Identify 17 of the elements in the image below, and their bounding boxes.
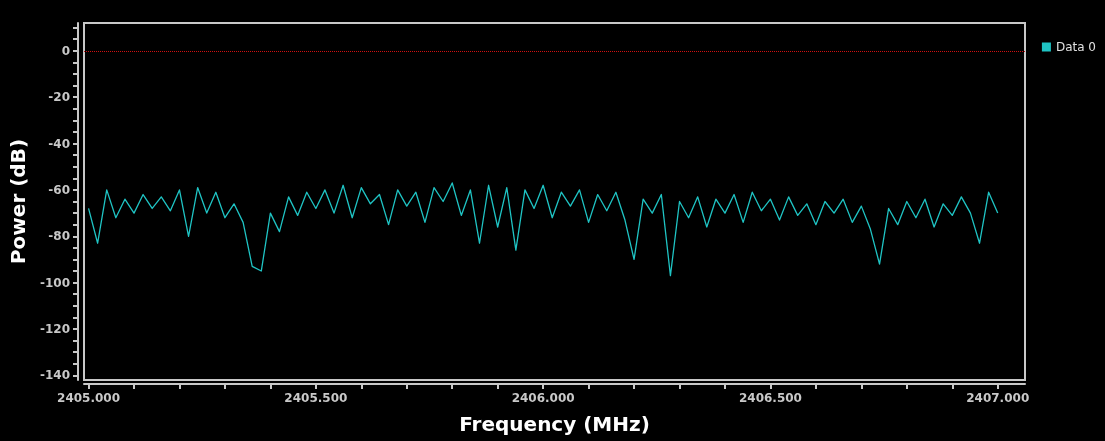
y-tick-label: -120 xyxy=(39,322,70,336)
y-axis-title: Power (dB) xyxy=(6,138,30,265)
x-tick-label: 2406.000 xyxy=(511,391,575,405)
legend-label: Data 0 xyxy=(1055,40,1097,54)
line-series xyxy=(87,182,999,277)
x-axis-title: Frequency (MHz) xyxy=(459,412,650,436)
y-tick-label: -140 xyxy=(39,368,70,383)
y-tick-label: -20 xyxy=(48,90,70,105)
x-tick-label: 2407.000 xyxy=(966,391,1030,405)
y-tick-label: 0 xyxy=(61,43,70,58)
y-tick-label: -100 xyxy=(39,275,70,290)
y-tick-label: -40 xyxy=(48,136,70,151)
x-tick-label: 2406.500 xyxy=(738,391,802,405)
x-tick-label: 2405.000 xyxy=(57,391,121,405)
x-tick-label: 2405.500 xyxy=(284,391,348,405)
y-tick-label: -80 xyxy=(48,229,70,244)
y-tick-label: -60 xyxy=(48,182,70,197)
